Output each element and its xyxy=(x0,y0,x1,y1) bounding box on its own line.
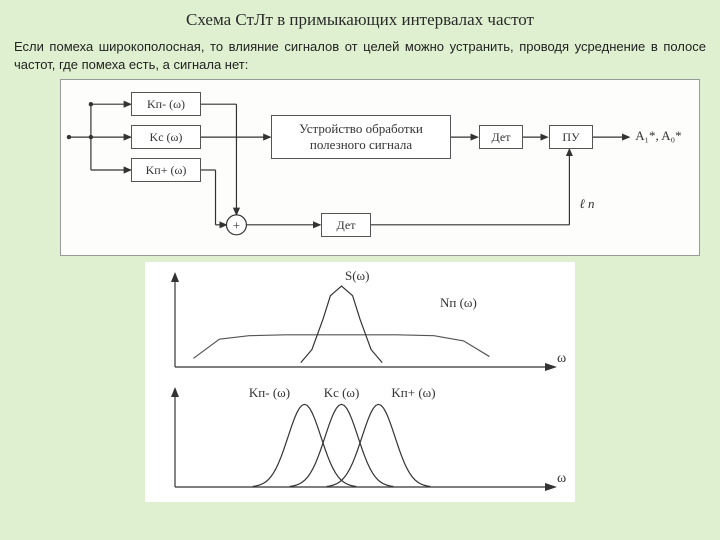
box-kpp: Kп+ (ω) xyxy=(131,158,201,182)
block-diagram-panel: + A₁*, A₀* ℓ п Kп- (ω) Kc (ω) Kп+ (ω) Ус… xyxy=(60,79,700,256)
svg-text:Kc (ω): Kc (ω) xyxy=(324,385,360,400)
svg-text:+: + xyxy=(233,217,240,232)
page-title: Схема СтЛт в примыкающих интервалах част… xyxy=(0,0,720,30)
svg-text:ℓ п: ℓ п xyxy=(579,196,594,211)
svg-text:Kп+ (ω): Kп+ (ω) xyxy=(391,385,435,400)
svg-text:Kп- (ω): Kп- (ω) xyxy=(249,385,290,400)
page-root: Схема СтЛт в примыкающих интервалах част… xyxy=(0,0,720,540)
chart-panel: ω S(ω) Nп (ω) ω Kп- (ω) Kc (ω) Kп+ (ω) xyxy=(145,262,575,502)
svg-text:ω: ω xyxy=(557,351,566,366)
box-det1: Дет xyxy=(479,125,523,149)
box-proc: Устройство обработки полезного сигнала xyxy=(271,115,451,159)
box-pu: ПУ xyxy=(549,125,593,149)
svg-text:S(ω): S(ω) xyxy=(345,268,369,283)
box-kpm: Kп- (ω) xyxy=(131,92,201,116)
svg-text:Nп (ω): Nп (ω) xyxy=(440,295,477,310)
box-kc: Kc (ω) xyxy=(131,125,201,149)
spectrum-charts-svg: ω S(ω) Nп (ω) ω Kп- (ω) Kc (ω) Kп+ (ω) xyxy=(145,262,575,502)
svg-text:A₁*, A₀*: A₁*, A₀* xyxy=(635,128,681,143)
svg-text:ω: ω xyxy=(557,471,566,486)
box-det2: Дет xyxy=(321,213,371,237)
description-text: Если помеха широкополосная, то влияние с… xyxy=(0,30,720,79)
